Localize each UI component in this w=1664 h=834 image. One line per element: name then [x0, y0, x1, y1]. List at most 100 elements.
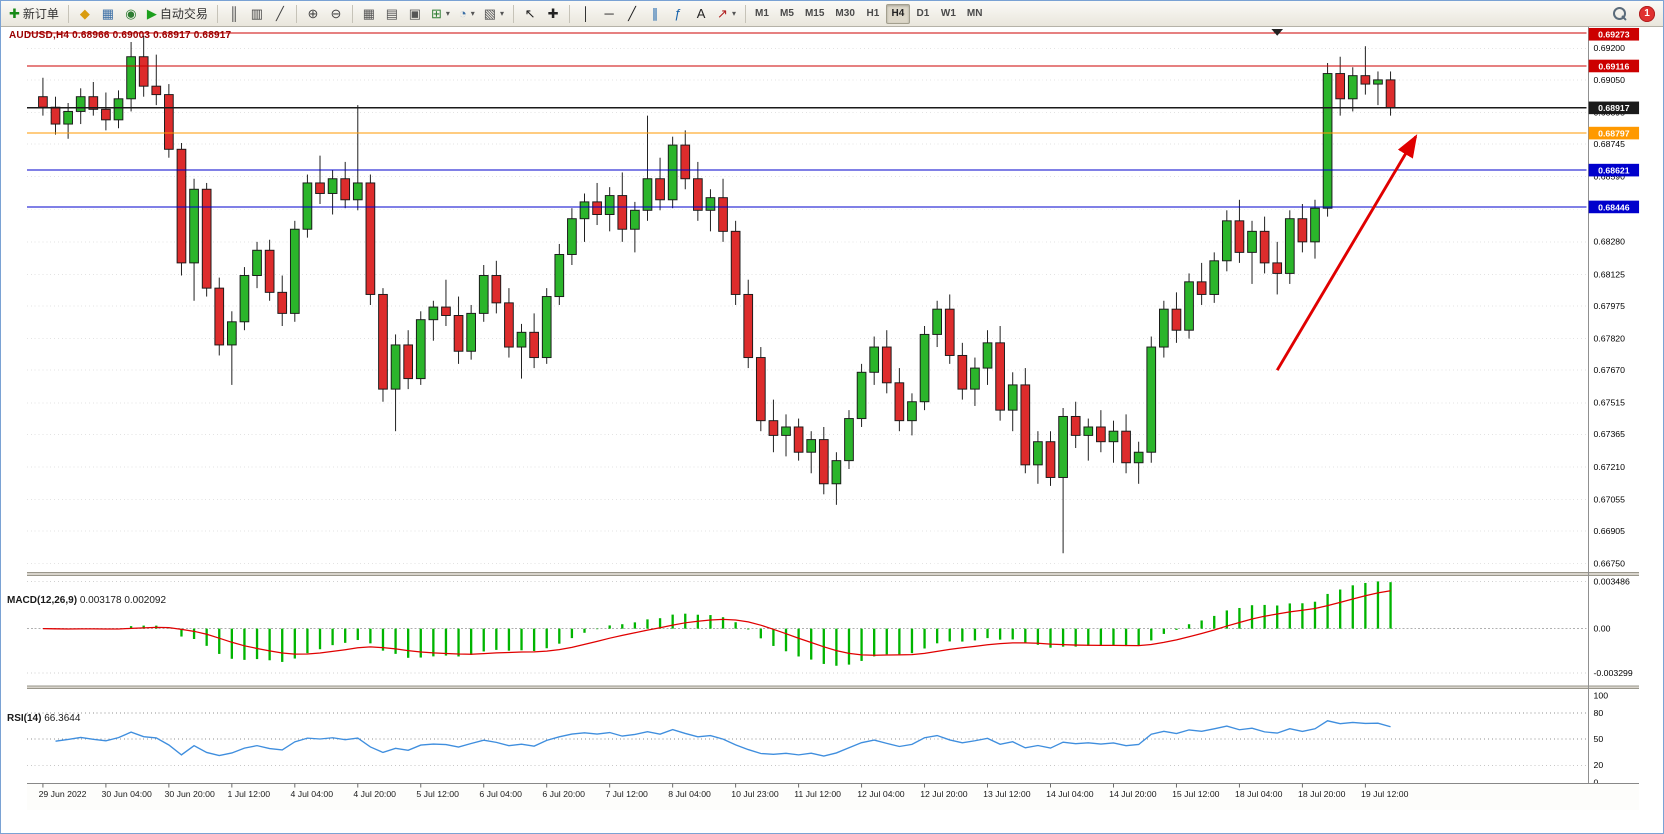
templates-icon[interactable]: ▧ ▾ — [480, 3, 508, 25]
time-axis[interactable]: 29 Jun 2022 30 Jun 04:00 30 Jun 20:00 1 Jul… — [39, 783, 1409, 800]
zoom-in-icon-glyph: ⊕ — [307, 6, 319, 21]
arrows-icon[interactable]: ↗ ▾ — [713, 3, 740, 25]
arrows-icon-dropdown: ▾ — [731, 9, 736, 18]
svg-text:0.68446: 0.68446 — [1598, 202, 1630, 212]
navigator-icon[interactable]: ◉ — [120, 3, 142, 25]
macd-axis[interactable]: 0.003486 0.00 -0.003299 — [1594, 577, 1633, 678]
notification-badge[interactable]: 1 — [1639, 5, 1655, 22]
svg-text:14 Jul 04:00: 14 Jul 04:00 — [1046, 789, 1094, 799]
crosshair-icon-glyph: ✚ — [547, 6, 559, 21]
new-chart-icon[interactable]: ⊞ ▾ — [427, 3, 454, 25]
svg-text:0.67210: 0.67210 — [1594, 462, 1626, 472]
chart-area: 0.692000.690500.688950.687450.685900.684… — [1, 27, 1664, 834]
candlestick-icon[interactable]: ▥ — [246, 3, 268, 25]
autotrading-button[interactable]: ▶ 自动交易 — [143, 3, 212, 25]
rsi-line — [55, 720, 1391, 757]
vertical-line-icon[interactable]: │ — [575, 3, 597, 25]
zoom-in-icon[interactable]: ⊕ — [302, 3, 324, 25]
svg-text:80: 80 — [1594, 708, 1604, 718]
svg-text:20: 20 — [1594, 760, 1604, 770]
new-chart-icon-dropdown: ▾ — [445, 9, 450, 18]
arrange-windows-icon[interactable]: ▣ — [404, 3, 426, 25]
timeframe-mn-button[interactable]: MN — [966, 8, 983, 19]
svg-text:0.68590: 0.68590 — [1594, 172, 1626, 182]
search-icon — [1613, 6, 1627, 21]
timeframe-m15-button[interactable]: M15 — [804, 8, 825, 19]
rsi-name: RSI(14) — [7, 713, 42, 724]
macd-histogram — [54, 581, 1392, 666]
svg-text:0.69116: 0.69116 — [1598, 61, 1629, 71]
new-order-button[interactable]: ✚ 新订单 — [5, 3, 63, 25]
rsi-axis[interactable]: 100 80 50 20 0 — [1594, 690, 1609, 787]
svg-text:-0.003299: -0.003299 — [1594, 668, 1633, 678]
svg-text:0.67975: 0.67975 — [1594, 301, 1626, 311]
horizontal-line-icon[interactable]: ─ — [598, 3, 620, 25]
toolbar-separator — [216, 4, 218, 23]
rsi-splitter[interactable] — [26, 685, 1640, 690]
tile-windows-icon-glyph: ▦ — [362, 6, 376, 21]
svg-text:12 Jul 20:00: 12 Jul 20:00 — [920, 789, 968, 799]
tile-windows-icon[interactable]: ▦ — [358, 3, 380, 25]
trend-arrow[interactable] — [1275, 134, 1418, 371]
svg-text:30 Jun 04:00: 30 Jun 04:00 — [102, 789, 152, 799]
period-clock-icon-dropdown: ▾ — [470, 9, 475, 18]
timeframe-h1-button[interactable]: H1 — [866, 8, 880, 19]
toolbar-separator — [569, 4, 571, 23]
market-watch-icon[interactable]: ◆ — [74, 3, 96, 25]
zoom-out-icon[interactable]: ⊖ — [325, 3, 347, 25]
channel-icon[interactable]: ∥ — [644, 3, 666, 25]
crosshair-icon[interactable]: ✚ — [542, 3, 564, 25]
svg-text:15 Jul 12:00: 15 Jul 12:00 — [1172, 789, 1220, 799]
data-window-icon[interactable]: ▦ — [97, 3, 119, 25]
line-chart-icon-glyph: ╱ — [276, 6, 284, 21]
channel-icon-glyph: ∥ — [651, 6, 659, 21]
text-label-icon[interactable]: A — [690, 3, 712, 25]
timeframe-m30-button[interactable]: M30 — [835, 8, 855, 19]
toolbar-separator — [513, 4, 515, 23]
chart-symbol-title: AUDUSD,H4 0.68966 0.69003 0.68917 0.6891… — [9, 30, 232, 41]
search-button[interactable] — [1609, 3, 1631, 25]
svg-text:8 Jul 04:00: 8 Jul 04:00 — [668, 789, 711, 799]
bar-chart-icon[interactable]: ║ — [223, 3, 245, 25]
svg-text:0.67055: 0.67055 — [1594, 494, 1626, 504]
chart-list-icon[interactable]: ▤ — [381, 3, 403, 25]
new-order-glyph: ✚ — [9, 6, 20, 21]
svg-text:0.67670: 0.67670 — [1594, 365, 1626, 375]
svg-text:0.68621: 0.68621 — [1598, 166, 1630, 176]
cursor-icon[interactable]: ↖ — [519, 3, 541, 25]
svg-text:14 Jul 20:00: 14 Jul 20:00 — [1109, 789, 1157, 799]
arrange-windows-icon-glyph: ▣ — [408, 6, 422, 21]
svg-text:0.67820: 0.67820 — [1594, 334, 1626, 344]
svg-text:11 Jul 12:00: 11 Jul 12:00 — [794, 789, 841, 799]
toolbar-separator — [744, 4, 746, 23]
axis-frame — [26, 27, 1640, 810]
svg-text:0.69273: 0.69273 — [1598, 30, 1630, 40]
line-chart-icon[interactable]: ╱ — [269, 3, 291, 25]
macd-splitter[interactable] — [26, 571, 1640, 576]
horizontal-line-icon-glyph: ─ — [604, 6, 614, 21]
timeframe-w1-button[interactable]: W1 — [940, 8, 956, 19]
market-watch-icon-glyph: ◆ — [79, 6, 90, 21]
trendline-icon[interactable]: ╱ — [621, 3, 643, 25]
svg-text:0.68917: 0.68917 — [1598, 103, 1630, 113]
fibonacci-icon-glyph: ƒ — [674, 6, 682, 21]
period-clock-icon[interactable]: ◔ ▾ — [455, 3, 479, 25]
macd-name: MACD(12,26,9) — [7, 595, 78, 606]
price-tags[interactable]: 0.69273 0.69116 0.68917 0.68797 0.68621 0.684… — [1588, 27, 1640, 214]
timeframe-m1-button[interactable]: M1 — [755, 8, 769, 19]
timeframe-h4-button[interactable]: H4 — [885, 3, 910, 24]
level-lines[interactable] — [26, 32, 1587, 208]
svg-text:12 Jul 04:00: 12 Jul 04:00 — [857, 789, 905, 799]
vertical-line-icon-glyph: │ — [581, 6, 591, 21]
macd-value-main: 0.003178 — [79, 595, 122, 606]
candles — [38, 35, 1396, 554]
fibonacci-icon[interactable]: ƒ — [667, 3, 689, 25]
timeframe-m5-button[interactable]: M5 — [780, 8, 794, 19]
timeframe-d1-button[interactable]: D1 — [916, 8, 930, 19]
svg-text:18 Jul 20:00: 18 Jul 20:00 — [1298, 789, 1346, 799]
arrows-icon-glyph: ↗ — [717, 6, 728, 21]
chart-canvas[interactable]: 0.692000.690500.688950.687450.685900.684… — [1, 27, 1664, 834]
svg-text:0.68745: 0.68745 — [1594, 139, 1626, 149]
svg-text:4 Jul 20:00: 4 Jul 20:00 — [353, 789, 396, 799]
